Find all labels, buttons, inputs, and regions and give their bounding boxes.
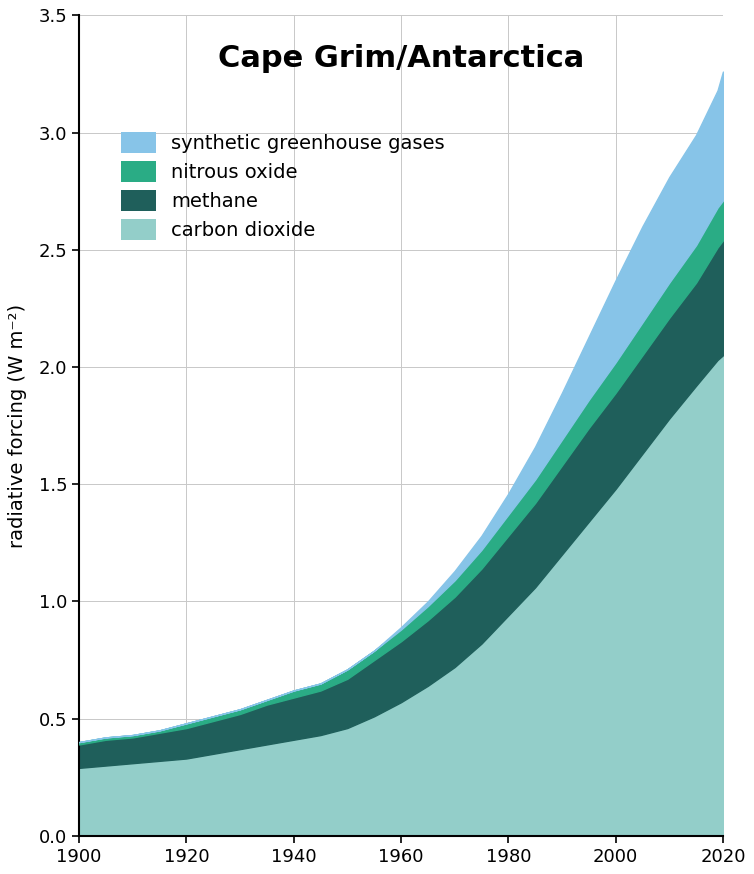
Legend: synthetic greenhouse gases, nitrous oxide, methane, carbon dioxide: synthetic greenhouse gases, nitrous oxid… [121,132,445,239]
Text: Cape Grim/Antarctica: Cape Grim/Antarctica [218,44,584,73]
Y-axis label: radiative forcing (W m⁻²): radiative forcing (W m⁻²) [8,303,27,548]
